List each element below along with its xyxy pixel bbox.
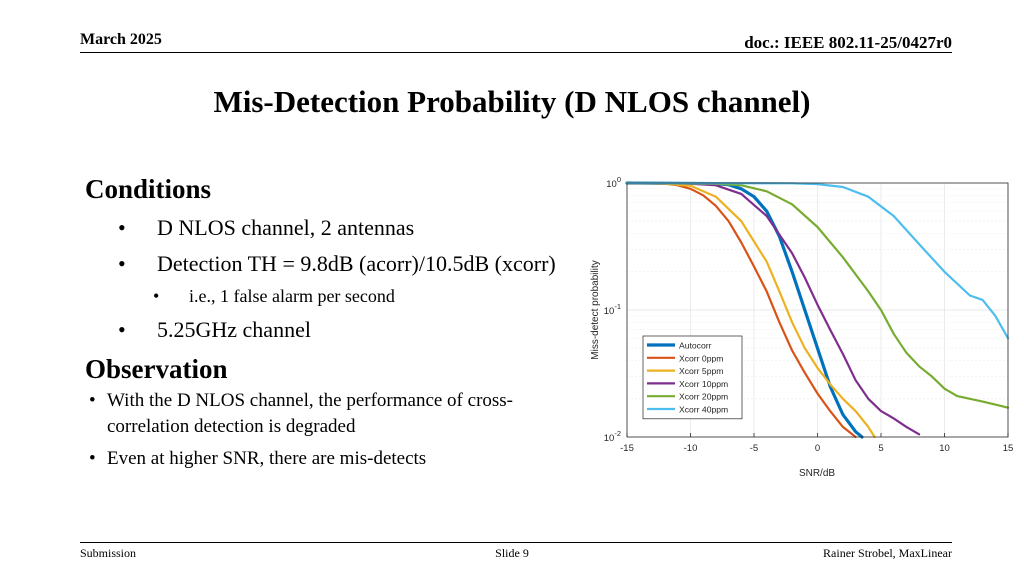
bullet-item: • Even at higher SNR, there are mis-dete… <box>85 446 575 472</box>
bullet-glyph: • <box>118 251 126 276</box>
legend-label: Autocorr <box>679 341 712 351</box>
x-tick-label: -10 <box>684 443 698 454</box>
bullet-text: Even at higher SNR, there are mis-detect… <box>107 448 427 469</box>
legend-label: Xcorr 40ppm <box>679 405 728 415</box>
header-doc-id: doc.: IEEE 802.11-25/0427r0 <box>744 33 952 52</box>
sub-bullet-item: • i.e., 1 false alarm per second <box>85 282 575 310</box>
series-line <box>625 181 1010 409</box>
y-tick-label: 10-2 <box>604 429 621 444</box>
y-tick-label: 100 <box>606 175 621 190</box>
series-line <box>625 181 857 439</box>
y-tick-label: 10-1 <box>604 302 621 317</box>
bullet-glyph: • <box>153 286 160 306</box>
header-divider <box>80 52 952 53</box>
bullet-glyph: • <box>118 215 126 240</box>
legend-box <box>642 335 743 420</box>
x-axis-label: SNR/dB <box>799 468 835 479</box>
legend-label: Xcorr 5ppm <box>679 366 723 376</box>
x-tick-label: -5 <box>750 443 758 454</box>
bullet-text: i.e., 1 false alarm per second <box>189 286 395 306</box>
bullet-item: • Detection TH = 9.8dB (acorr)/10.5dB (x… <box>85 248 575 280</box>
miss-detect-chart: -15 -10 -5 0 5 10 15 100 10-1 10-2 SNR/dB Miss-de… <box>590 175 1014 479</box>
series-line <box>625 181 876 439</box>
footer-author: Rainer Strobel, MaxLinear <box>823 546 952 560</box>
bullet-text: 5.25GHz channel <box>157 317 311 342</box>
bullet-glyph: • <box>89 390 96 411</box>
bullet-item: • 5.25GHz channel <box>85 314 575 346</box>
x-tick-label: 15 <box>1003 443 1014 454</box>
footer-slide-number: Slide 9 <box>495 546 529 560</box>
x-tick-label: -15 <box>620 443 634 454</box>
header-date: March 2025 <box>80 31 162 48</box>
bullet-text: D NLOS channel, 2 antennas <box>157 215 415 240</box>
series-line <box>625 181 921 436</box>
x-tick-label: 0 <box>815 443 820 454</box>
slide-title: Mis-Detection Probability (D NLOS channe… <box>213 84 811 119</box>
observation-heading: Observation <box>85 354 228 384</box>
slide-body: Conditions • D NLOS channel, 2 antennas … <box>85 172 575 472</box>
legend-label: Xcorr 10ppm <box>679 379 728 389</box>
bullet-glyph: • <box>118 317 126 342</box>
legend-label: Xcorr 0ppm <box>679 353 723 363</box>
y-axis-label: Miss-detect probability <box>590 260 601 359</box>
bullet-text: With the D NLOS channel, the performance… <box>107 390 514 437</box>
bullet-item: • With the D NLOS channel, the performan… <box>85 388 575 440</box>
legend-label: Xcorr 20ppm <box>679 392 728 402</box>
chart-legend: Autocorr Xcorr 0ppm Xcorr 5ppm Xcorr 10ppm X… <box>642 335 743 420</box>
footer-submission: Submission <box>80 546 137 560</box>
bullet-glyph: • <box>89 448 96 469</box>
series-line <box>625 181 1010 340</box>
footer-divider <box>80 542 952 543</box>
bullet-text: Detection TH = 9.8dB (acorr)/10.5dB (xco… <box>157 251 556 276</box>
bullet-item: • D NLOS channel, 2 antennas <box>85 212 575 244</box>
conditions-heading: Conditions <box>85 174 212 204</box>
x-tick-label: 5 <box>878 443 883 454</box>
x-tick-label: 10 <box>939 443 950 454</box>
